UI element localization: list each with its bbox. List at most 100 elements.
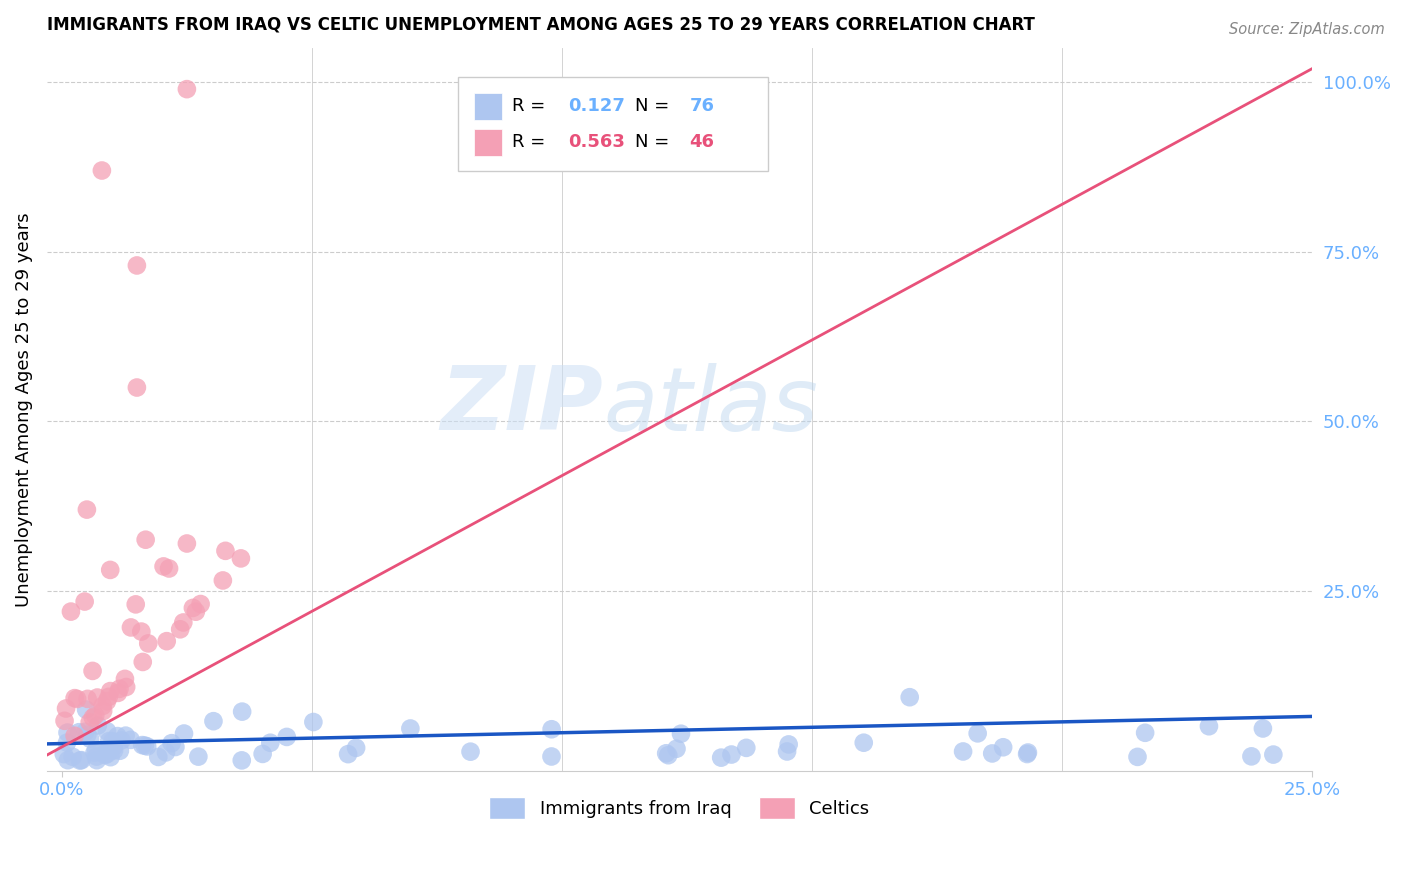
Point xyxy=(55,701,77,715)
Point xyxy=(981,747,1004,761)
Point xyxy=(176,82,198,96)
Point xyxy=(898,690,921,705)
Text: N =: N = xyxy=(636,133,675,152)
Point xyxy=(136,739,159,754)
Point xyxy=(229,551,252,566)
Text: 0.127: 0.127 xyxy=(568,97,624,115)
Point xyxy=(114,672,136,686)
Point xyxy=(131,624,153,639)
Text: IMMIGRANTS FROM IRAQ VS CELTIC UNEMPLOYMENT AMONG AGES 25 TO 29 YEARS CORRELATIO: IMMIGRANTS FROM IRAQ VS CELTIC UNEMPLOYM… xyxy=(46,15,1035,33)
Point xyxy=(82,664,104,678)
Point xyxy=(56,725,79,739)
Point xyxy=(86,690,108,705)
Point xyxy=(132,655,155,669)
Legend: Immigrants from Iraq, Celtics: Immigrants from Iraq, Celtics xyxy=(482,790,877,827)
Point xyxy=(165,739,187,754)
Point xyxy=(148,750,170,764)
Point xyxy=(87,718,110,732)
Point xyxy=(107,686,129,700)
Point xyxy=(76,691,98,706)
Point xyxy=(540,749,562,764)
Point xyxy=(212,574,235,588)
Point xyxy=(231,753,253,767)
Text: 0.563: 0.563 xyxy=(568,133,624,152)
Point xyxy=(75,724,97,739)
Point xyxy=(1017,746,1039,760)
Point xyxy=(169,623,191,637)
Point xyxy=(852,736,875,750)
Point xyxy=(202,714,225,728)
Point xyxy=(52,747,75,761)
Point xyxy=(108,681,131,696)
Point xyxy=(184,605,207,619)
Point xyxy=(98,563,121,577)
Point xyxy=(97,690,120,704)
Point xyxy=(337,747,360,761)
Point xyxy=(97,742,120,756)
Point xyxy=(1017,747,1039,761)
Point xyxy=(540,723,562,737)
Point xyxy=(966,726,988,740)
Point xyxy=(70,753,93,767)
Point xyxy=(302,714,325,729)
Point xyxy=(125,380,148,394)
Point xyxy=(156,634,179,648)
Text: R =: R = xyxy=(512,97,551,115)
Point xyxy=(103,739,125,754)
Point xyxy=(669,727,692,741)
Point xyxy=(181,601,204,615)
Point xyxy=(56,736,79,750)
Point xyxy=(108,744,131,758)
Point xyxy=(75,703,97,717)
Point xyxy=(657,748,679,763)
Point xyxy=(952,744,974,758)
Point xyxy=(79,715,101,730)
Point xyxy=(90,163,112,178)
Text: Source: ZipAtlas.com: Source: ZipAtlas.com xyxy=(1229,22,1385,37)
Point xyxy=(259,736,281,750)
Point xyxy=(100,750,122,764)
Point xyxy=(56,753,79,767)
Point xyxy=(114,729,136,743)
Point xyxy=(73,594,96,608)
Point xyxy=(91,698,114,713)
Point xyxy=(91,704,114,718)
Point xyxy=(96,747,118,761)
Point xyxy=(1133,726,1156,740)
Point xyxy=(187,749,209,764)
Point xyxy=(66,692,89,706)
Point xyxy=(1240,749,1263,764)
Point xyxy=(1126,750,1149,764)
Point xyxy=(76,728,98,742)
Point xyxy=(98,684,121,698)
Point xyxy=(110,733,132,747)
Point xyxy=(252,747,274,761)
FancyBboxPatch shape xyxy=(474,128,502,156)
Point xyxy=(69,754,91,768)
Point xyxy=(86,749,108,764)
FancyBboxPatch shape xyxy=(474,93,502,120)
Point xyxy=(231,705,253,719)
Point xyxy=(399,722,422,736)
Point xyxy=(1198,719,1220,733)
Point xyxy=(173,726,195,740)
Point xyxy=(120,620,142,634)
Point xyxy=(84,743,107,757)
Point xyxy=(84,708,107,723)
Point xyxy=(120,732,142,747)
Point xyxy=(135,533,157,547)
Point xyxy=(172,615,194,630)
Point xyxy=(655,747,678,761)
Y-axis label: Unemployment Among Ages 25 to 29 years: Unemployment Among Ages 25 to 29 years xyxy=(15,212,32,607)
Point xyxy=(96,694,118,708)
Point xyxy=(344,740,367,755)
Point xyxy=(157,561,180,575)
Point xyxy=(53,714,76,728)
Text: atlas: atlas xyxy=(603,363,818,449)
Text: 46: 46 xyxy=(689,133,714,152)
FancyBboxPatch shape xyxy=(458,78,768,171)
Point xyxy=(776,744,799,758)
Point xyxy=(62,749,84,764)
Point xyxy=(59,605,82,619)
Point xyxy=(79,731,101,746)
